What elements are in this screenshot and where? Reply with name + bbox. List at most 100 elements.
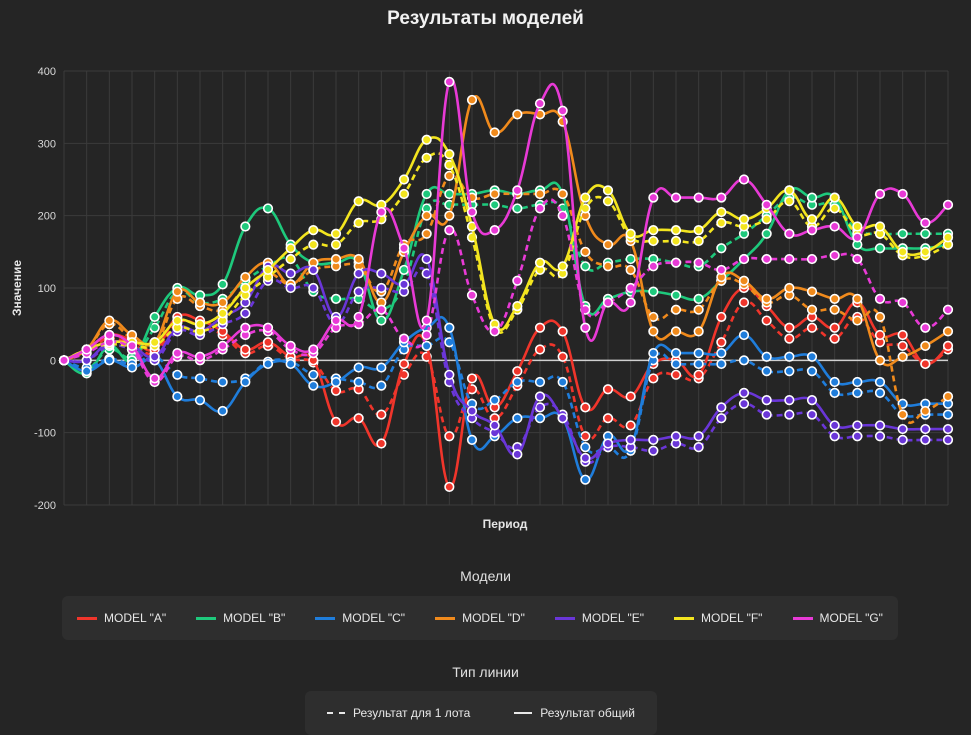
legend-item-model-g[interactable]: MODEL "G" — [792, 611, 883, 625]
data-point[interactable] — [625, 434, 636, 446]
data-point[interactable] — [852, 431, 863, 442]
data-point[interactable] — [194, 319, 206, 330]
data-point[interactable] — [421, 210, 432, 221]
data-point[interactable] — [444, 210, 455, 221]
data-point[interactable] — [942, 409, 954, 420]
data-point[interactable] — [942, 232, 954, 243]
data-point[interactable] — [670, 235, 682, 247]
data-point[interactable] — [852, 253, 863, 265]
data-point[interactable] — [444, 431, 455, 442]
data-point[interactable] — [942, 434, 954, 446]
data-point[interactable] — [512, 376, 523, 388]
data-point[interactable] — [557, 261, 568, 272]
data-point[interactable] — [580, 261, 591, 272]
data-point[interactable] — [942, 326, 954, 337]
data-point[interactable] — [874, 387, 886, 398]
legend-item-model-e[interactable]: MODEL "E" — [554, 611, 644, 625]
data-point[interactable] — [353, 253, 364, 265]
data-point[interactable] — [806, 322, 818, 333]
data-point[interactable] — [217, 405, 228, 417]
data-point[interactable] — [466, 290, 478, 301]
data-point[interactable] — [262, 358, 274, 370]
data-point[interactable] — [512, 449, 523, 460]
data-point[interactable] — [693, 192, 704, 203]
data-point[interactable] — [194, 297, 206, 308]
data-point[interactable] — [398, 243, 410, 254]
data-point[interactable] — [353, 196, 364, 207]
data-point[interactable] — [308, 344, 319, 355]
data-point[interactable] — [534, 344, 546, 355]
data-point[interactable] — [693, 225, 704, 236]
data-point[interactable] — [942, 423, 954, 435]
data-point[interactable] — [806, 409, 818, 420]
data-point[interactable] — [648, 326, 659, 337]
data-point[interactable] — [716, 206, 727, 218]
data-point[interactable] — [670, 304, 682, 315]
data-point[interactable] — [172, 391, 183, 402]
data-point[interactable] — [829, 304, 840, 315]
data-point[interactable] — [285, 243, 296, 254]
data-point[interactable] — [376, 304, 387, 315]
data-point[interactable] — [217, 376, 228, 388]
data-point[interactable] — [897, 434, 908, 446]
data-point[interactable] — [874, 243, 886, 254]
data-point[interactable] — [330, 253, 342, 265]
data-point[interactable] — [557, 413, 568, 424]
data-point[interactable] — [421, 340, 432, 351]
data-point[interactable] — [466, 405, 478, 417]
data-point[interactable] — [444, 188, 455, 200]
data-point[interactable] — [716, 348, 727, 359]
data-point[interactable] — [240, 282, 251, 294]
data-point[interactable] — [534, 391, 546, 402]
data-point[interactable] — [285, 253, 296, 265]
data-point[interactable] — [353, 286, 364, 297]
data-point[interactable] — [149, 351, 160, 362]
legend-item-model-a[interactable]: MODEL "A" — [77, 611, 166, 625]
data-point[interactable] — [761, 214, 772, 225]
data-point[interactable] — [81, 344, 92, 355]
data-point[interactable] — [920, 217, 931, 228]
data-point[interactable] — [262, 322, 274, 333]
data-point[interactable] — [580, 246, 591, 257]
data-point[interactable] — [693, 369, 704, 380]
data-point[interactable] — [648, 286, 659, 297]
data-point[interactable] — [761, 315, 772, 326]
data-point[interactable] — [806, 253, 818, 265]
data-point[interactable] — [489, 326, 500, 337]
data-point[interactable] — [761, 366, 772, 377]
data-point[interactable] — [489, 199, 500, 210]
data-point[interactable] — [784, 395, 795, 406]
data-point[interactable] — [217, 340, 228, 351]
data-point[interactable] — [829, 322, 840, 333]
data-point[interactable] — [852, 376, 863, 388]
data-point[interactable] — [829, 203, 840, 214]
data-point[interactable] — [489, 188, 500, 200]
data-point[interactable] — [670, 431, 682, 442]
data-point[interactable] — [489, 127, 500, 138]
data-point[interactable] — [398, 174, 410, 185]
data-point[interactable] — [421, 315, 432, 326]
data-point[interactable] — [421, 228, 432, 239]
data-point[interactable] — [240, 272, 251, 283]
data-point[interactable] — [852, 387, 863, 398]
data-point[interactable] — [784, 409, 795, 420]
data-point[interactable] — [534, 188, 546, 200]
data-point[interactable] — [466, 434, 478, 446]
data-point[interactable] — [126, 340, 138, 351]
data-point[interactable] — [897, 228, 908, 239]
data-point[interactable] — [308, 380, 319, 391]
data-point[interactable] — [670, 348, 682, 359]
data-point[interactable] — [58, 355, 70, 366]
data-point[interactable] — [693, 348, 704, 359]
data-point[interactable] — [353, 217, 364, 228]
data-point[interactable] — [852, 232, 863, 243]
legend-item-lot-result[interactable]: Результат для 1 лота — [326, 706, 470, 720]
data-point[interactable] — [942, 391, 954, 402]
data-point[interactable] — [330, 239, 342, 250]
data-point[interactable] — [829, 420, 840, 431]
data-point[interactable] — [806, 366, 818, 377]
data-point[interactable] — [920, 340, 931, 351]
data-point[interactable] — [716, 311, 727, 323]
data-point[interactable] — [761, 395, 772, 406]
data-point[interactable] — [534, 98, 546, 109]
